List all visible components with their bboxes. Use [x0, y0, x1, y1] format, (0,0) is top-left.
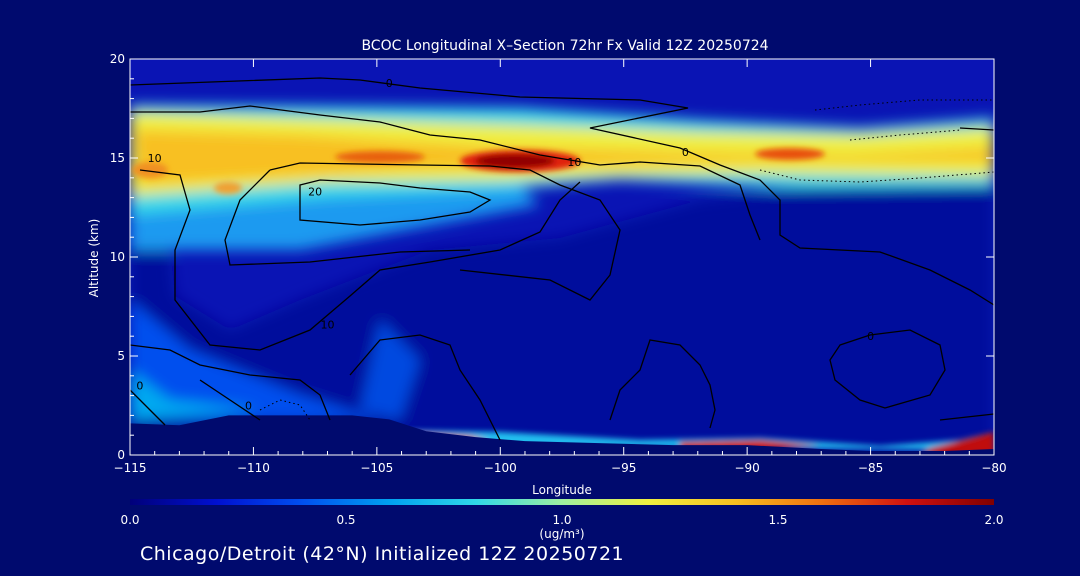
colorbar-tick-label: 2.0 — [984, 513, 1003, 527]
contour-line-20-outer — [224, 169, 471, 266]
footer-caption: Chicago/Detroit (42°N) Initialized 12Z 2… — [140, 543, 625, 565]
dotted-contours — [259, 99, 994, 421]
contour-line-0-mid — [349, 334, 501, 441]
dotted-contour-1 — [814, 99, 994, 111]
contour-line-0-mid-right — [609, 339, 716, 429]
colorbar: 0.0 0.5 1.0 1.5 2.0 (ug/m³) — [120, 499, 1004, 541]
x-tick-label: −90 — [734, 461, 759, 475]
left-maximum — [132, 162, 168, 178]
contour-label: 0 — [867, 330, 874, 343]
colorbar-tick-label: 1.0 — [552, 513, 571, 527]
contour-line-0-right-upper — [959, 127, 994, 131]
contour-lines — [130, 77, 994, 441]
contour-label: 10 — [148, 152, 162, 165]
chart-title: BCOC Longitudinal X–Section 72hr Fx Vali… — [361, 38, 768, 54]
mid-layer-region — [130, 300, 380, 420]
y-axis: 0 5 10 15 20 — [110, 52, 994, 462]
contour-line-10-lower — [139, 169, 581, 351]
colorbar-gradient — [130, 499, 994, 505]
x-axis-label: Longitude — [532, 483, 592, 497]
y-tick-label: 10 — [110, 250, 125, 264]
low-concentration-region — [130, 170, 994, 455]
x-tick-label: −110 — [237, 461, 270, 475]
x-tick-label: −80 — [981, 461, 1006, 475]
contour-line-0-right — [829, 329, 946, 409]
x-axis: −115 −110 −105 −100 −95 −90 −85 −80 — [114, 59, 1007, 475]
y-tick-label: 0 — [117, 448, 125, 462]
dotted-contour-3 — [759, 169, 994, 183]
core-dark — [475, 154, 555, 168]
contour-label: 0 — [245, 400, 252, 413]
contour-label: 0 — [1005, 124, 1012, 137]
contour-label: 10 — [320, 318, 334, 331]
left-maximum-2 — [214, 182, 242, 194]
surface-red-right — [920, 432, 994, 455]
contour-line-0-lower-2 — [199, 379, 261, 421]
contour-line-0-left — [130, 389, 166, 426]
terrain-mask — [130, 415, 994, 455]
contour-line-0-right-surface — [939, 413, 994, 421]
contour-label: 20 — [308, 186, 322, 199]
colorbar-tick-label: 0.0 — [120, 513, 139, 527]
contour-labels: 0 0 0 0 0 0 0 10 10 10 20 — [136, 77, 1012, 413]
x-tick-label: −105 — [360, 461, 393, 475]
y-tick-label: 5 — [117, 349, 125, 363]
contour-label: 0 — [682, 146, 689, 159]
colorbar-tick-label: 0.5 — [336, 513, 355, 527]
y-tick-label: 20 — [110, 52, 125, 66]
colorbar-ticks: 0.0 0.5 1.0 1.5 2.0 — [120, 513, 1003, 527]
y-tick-label: 15 — [110, 151, 125, 165]
x-tick-label: −95 — [611, 461, 636, 475]
x-tick-label: −100 — [484, 461, 517, 475]
contour-label: 0 — [386, 77, 393, 90]
contour-line-0-upper — [130, 77, 994, 306]
contour-line-10-upper — [130, 105, 761, 241]
contour-label: 10 — [567, 156, 581, 169]
colorbar-unit-label: (ug/m³) — [539, 527, 584, 541]
right-maximum — [755, 148, 825, 160]
plot-area: 0 0 0 0 0 0 0 10 10 10 20 — [130, 59, 1012, 455]
y-axis-label: Altitude (km) — [87, 219, 101, 298]
dotted-contour-2 — [849, 129, 961, 141]
contour-label: 0 — [136, 380, 143, 393]
band-orange-left — [335, 151, 425, 163]
x-tick-label: −85 — [858, 461, 883, 475]
contour-line-10-inner — [269, 162, 621, 301]
x-tick-label: −115 — [114, 461, 147, 475]
dotted-contour-4 — [259, 399, 311, 421]
contour-label: 0 — [995, 295, 1002, 308]
contour-line-0-lower — [130, 344, 331, 421]
colorbar-tick-label: 1.5 — [768, 513, 787, 527]
boundary-layer-region — [130, 370, 260, 420]
contour-line-20 — [299, 179, 492, 226]
